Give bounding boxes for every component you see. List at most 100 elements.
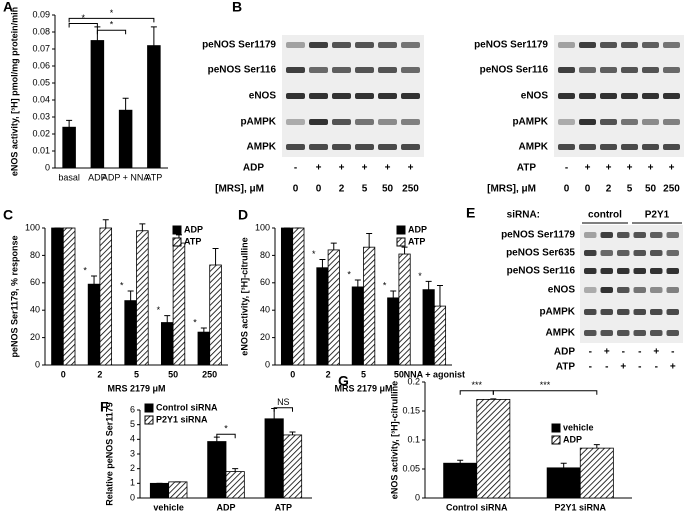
significance: *** <box>540 380 551 390</box>
y-tick-label: 80 <box>30 250 40 260</box>
blot-band <box>309 67 328 73</box>
blot-condition-label: ATP <box>556 362 576 373</box>
blot-condition-mark: + <box>585 163 591 174</box>
y-tick-label: 0.15 <box>402 405 420 415</box>
blot-band <box>617 309 630 315</box>
y-tick-label: 100 <box>255 222 270 232</box>
bar <box>433 305 447 366</box>
y-tick-label: 100 <box>25 222 40 232</box>
x-tick-label: 0 <box>61 369 66 379</box>
blot-band <box>286 42 305 48</box>
blot-band <box>650 232 663 238</box>
blot-band <box>309 144 328 150</box>
blot-band <box>558 67 575 73</box>
blot-band <box>558 93 575 99</box>
x-tick-label: NNA + agonist <box>404 369 465 379</box>
error-bar <box>66 119 73 128</box>
bar <box>124 300 137 366</box>
legend-label: ADP <box>563 434 582 444</box>
blot-band <box>650 250 663 256</box>
x-tick-label: ATP <box>145 172 162 182</box>
bar <box>62 227 76 366</box>
y-tick-label: 5 <box>130 419 135 429</box>
blot-condition-mark: - <box>294 163 297 174</box>
bar <box>118 109 133 169</box>
error-bar <box>354 279 361 287</box>
significance: * <box>418 271 422 281</box>
panel-letter: E <box>466 205 475 221</box>
y-tick-label: 6 <box>130 404 135 414</box>
blot-band <box>600 42 617 48</box>
y-tick-label: 0.02 <box>32 128 50 138</box>
blot-band <box>633 330 646 336</box>
blot-condition-mark: 0 <box>293 184 299 195</box>
y-tick-label: 80 <box>260 250 270 260</box>
blot-band <box>617 232 630 238</box>
blot-band <box>621 93 638 99</box>
blot-row-label: peNOS Ser1179 <box>202 40 276 51</box>
bar <box>51 227 64 366</box>
bar <box>398 253 411 366</box>
blot-band <box>617 268 630 274</box>
y-tick-label: 0.04 <box>32 94 50 104</box>
blot-band <box>401 67 420 73</box>
blot-condition-mark: - <box>622 347 625 358</box>
blot-band <box>600 309 613 315</box>
error-bar <box>150 26 157 46</box>
y-tick-label: 20 <box>260 332 270 342</box>
blot-group: P2Y1 <box>645 210 670 221</box>
blot-condition-label: [MRS], μM <box>215 184 264 195</box>
blot-condition-mark: - <box>565 163 568 174</box>
significance: * <box>81 13 85 23</box>
error-bar <box>330 242 337 250</box>
blot-band <box>401 119 420 125</box>
error-bar <box>164 315 171 323</box>
error-bar <box>212 248 219 265</box>
blot-band <box>621 67 638 73</box>
blot-row-label: peNOS Ser635 <box>506 248 575 259</box>
bar <box>168 481 188 499</box>
blot-band <box>332 119 351 125</box>
legend-swatch <box>396 237 406 247</box>
x-tick-label: 5 <box>134 369 139 379</box>
blot-condition-mark: 250 <box>402 184 419 195</box>
significance: * <box>224 424 228 434</box>
x-tick-label: ADP <box>216 502 235 512</box>
blot-band <box>663 144 680 150</box>
blot-condition-mark: + <box>339 163 345 174</box>
blot-condition-mark: - <box>655 362 658 373</box>
significance: * <box>110 8 114 18</box>
blot-band <box>579 67 596 73</box>
significance-bracket <box>216 433 236 439</box>
x-tick-label: 50 <box>168 369 178 379</box>
blot-band <box>355 119 374 125</box>
blot-band <box>286 67 305 73</box>
legend-swatch <box>396 225 406 235</box>
error-bar <box>490 398 497 400</box>
error-bar <box>127 290 134 301</box>
panel-letter: G <box>338 373 349 389</box>
blot-condition-mark: - <box>605 362 608 373</box>
x-tick-label: 250 <box>202 369 217 379</box>
bar <box>62 126 76 169</box>
blot-band <box>642 144 659 150</box>
bar <box>209 264 222 366</box>
error-bar <box>560 462 567 468</box>
x-tick-label: 5 <box>361 369 366 379</box>
blot-band <box>642 42 659 48</box>
y-tick-label: 0 <box>35 359 40 369</box>
x-tick-label: ADP + NNA <box>102 172 150 182</box>
blot-band <box>663 93 680 99</box>
y-tick-label: 60 <box>260 277 270 287</box>
error-bar <box>366 232 373 248</box>
significance-bracket <box>273 407 294 412</box>
error-bar <box>232 468 239 472</box>
error-bar <box>457 459 464 464</box>
blot-condition-mark: + <box>316 163 322 174</box>
blot-row-label: pAMPK <box>240 117 276 128</box>
blot-band <box>617 250 630 256</box>
blot-band <box>666 268 679 274</box>
blot-condition-mark: 2 <box>339 184 345 195</box>
panel-letter: B <box>232 0 242 15</box>
